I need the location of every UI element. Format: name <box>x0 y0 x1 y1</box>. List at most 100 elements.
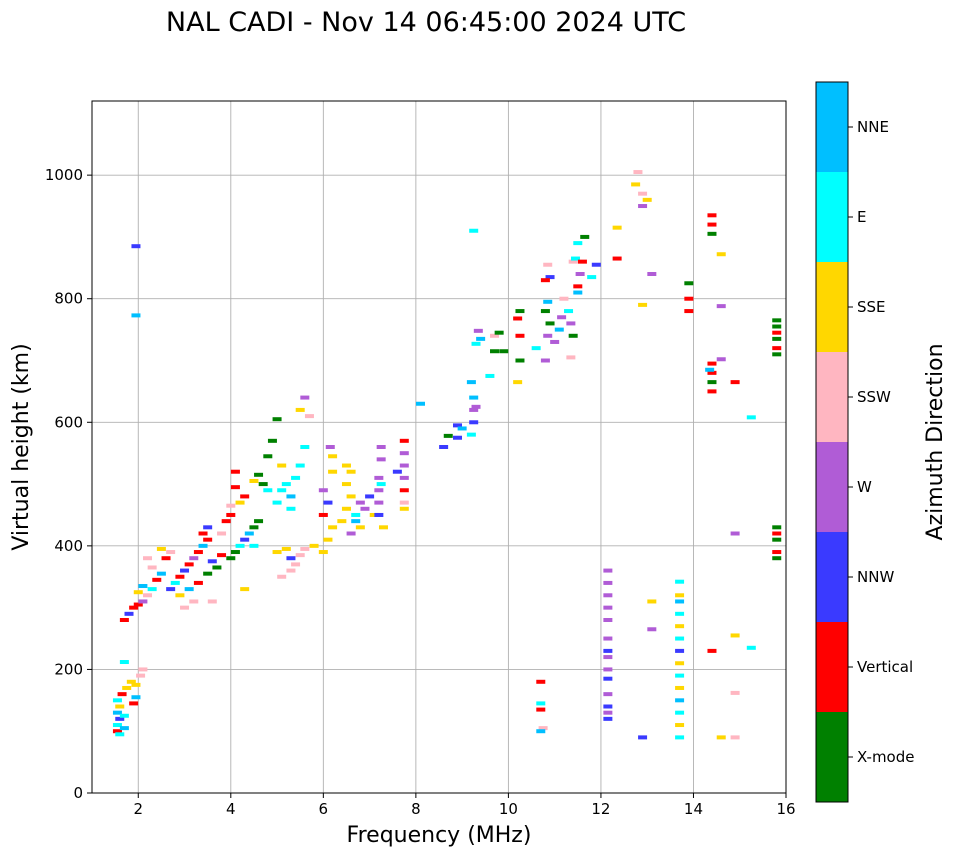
data-point-vertical <box>117 692 127 697</box>
data-point-sse <box>175 593 185 598</box>
data-point-w <box>647 272 657 276</box>
data-point-sse <box>323 537 333 542</box>
data-point-ssw <box>147 565 157 570</box>
data-point-sse <box>675 685 685 690</box>
data-point-e <box>112 723 122 728</box>
data-point-ssw <box>136 673 146 678</box>
data-point-sse <box>355 525 365 530</box>
data-point-e <box>351 512 361 517</box>
data-point-x-mode <box>772 556 782 561</box>
y-axis-title: Virtual height (km) <box>9 343 34 550</box>
data-point-nne <box>543 299 553 304</box>
data-point-nnw <box>439 445 449 449</box>
data-point-w <box>318 488 328 493</box>
data-point-vertical <box>221 519 231 524</box>
data-point-vertical <box>226 512 236 517</box>
data-point-w <box>355 500 365 505</box>
data-point-sse <box>631 182 641 187</box>
data-point-x-mode <box>443 433 453 438</box>
data-point-e <box>235 543 245 548</box>
data-point-x-mode <box>515 309 525 314</box>
data-point-nnw <box>469 420 479 425</box>
data-point-w <box>376 445 386 449</box>
colorbar-segment-sse <box>816 262 848 352</box>
data-point-e <box>675 735 685 740</box>
data-point-e <box>286 506 296 511</box>
data-points <box>112 170 782 740</box>
data-point-nnw <box>638 735 648 740</box>
data-point-ssw <box>730 690 740 695</box>
colorbar-segment-w <box>816 442 848 532</box>
data-point-nnw <box>323 500 333 505</box>
data-point-sse <box>346 494 356 499</box>
data-point-e <box>531 346 541 351</box>
data-point-vertical <box>772 531 782 536</box>
data-point-e <box>675 636 685 641</box>
data-point-w <box>325 445 335 449</box>
data-point-e <box>471 341 481 346</box>
data-point-vertical <box>230 485 240 490</box>
y-tick-label: 400 <box>54 537 83 555</box>
y-tick-label: 800 <box>54 290 83 308</box>
data-point-w <box>346 531 356 536</box>
data-point-vertical <box>198 531 208 536</box>
data-point-nnw <box>207 559 217 564</box>
data-point-ssw <box>138 667 148 672</box>
data-point-x-mode <box>499 349 509 354</box>
data-point-w <box>300 395 310 400</box>
data-point-nne <box>112 710 122 715</box>
data-point-x-mode <box>258 482 268 487</box>
data-point-e <box>376 482 386 487</box>
data-point-ssw <box>543 262 553 267</box>
data-point-x-mode <box>494 330 504 335</box>
x-axis-ticks: 2 4 6 8 10 12 14 16 <box>133 793 796 818</box>
data-point-e <box>115 732 125 737</box>
x-tick-label: 2 <box>133 800 143 818</box>
data-point-sse <box>126 679 136 684</box>
data-point-nne <box>198 543 208 548</box>
data-point-w <box>603 618 613 622</box>
data-point-nnw <box>603 704 613 709</box>
data-point-nnw <box>203 525 213 530</box>
data-point-sse <box>647 599 657 604</box>
data-point-sse <box>295 407 305 412</box>
y-tick-label: 1000 <box>45 166 83 184</box>
data-point-x-mode <box>540 309 550 314</box>
data-point-vertical <box>129 605 139 610</box>
data-point-ssw <box>277 574 287 579</box>
data-point-ssw <box>189 599 199 604</box>
data-point-vertical <box>707 648 717 653</box>
data-point-w <box>471 404 481 409</box>
data-point-ssw <box>166 550 176 555</box>
data-point-w <box>540 358 550 363</box>
x-tick-label: 6 <box>319 800 329 818</box>
data-point-ssw <box>143 593 153 598</box>
data-point-sse <box>346 469 356 474</box>
data-point-sse <box>309 543 319 548</box>
data-point-nne <box>156 571 166 576</box>
data-point-vertical <box>513 316 523 321</box>
data-point-sse <box>716 252 726 257</box>
data-point-vertical <box>707 389 717 394</box>
data-point-w <box>557 315 567 320</box>
y-tick-label: 600 <box>54 413 83 431</box>
data-point-ssw <box>286 568 296 573</box>
data-point-w <box>603 605 613 610</box>
data-point-w <box>473 328 483 333</box>
colorbar-frame <box>815 81 849 803</box>
data-point-ssw <box>295 553 305 558</box>
data-point-vertical <box>161 556 171 561</box>
data-point-ssw <box>300 546 310 551</box>
data-point-e <box>536 701 546 706</box>
x-tick-label: 14 <box>684 800 703 818</box>
data-point-vertical <box>540 278 550 283</box>
data-point-x-mode <box>772 324 782 329</box>
data-point-nne <box>244 531 254 536</box>
colorbar-segment-e <box>816 172 848 262</box>
colorbar-label-e: E <box>857 208 866 226</box>
data-point-x-mode <box>772 336 782 341</box>
data-point-e <box>263 488 273 493</box>
data-point-sse <box>318 550 328 555</box>
data-point-vertical <box>707 370 717 375</box>
data-point-sse <box>277 463 287 468</box>
